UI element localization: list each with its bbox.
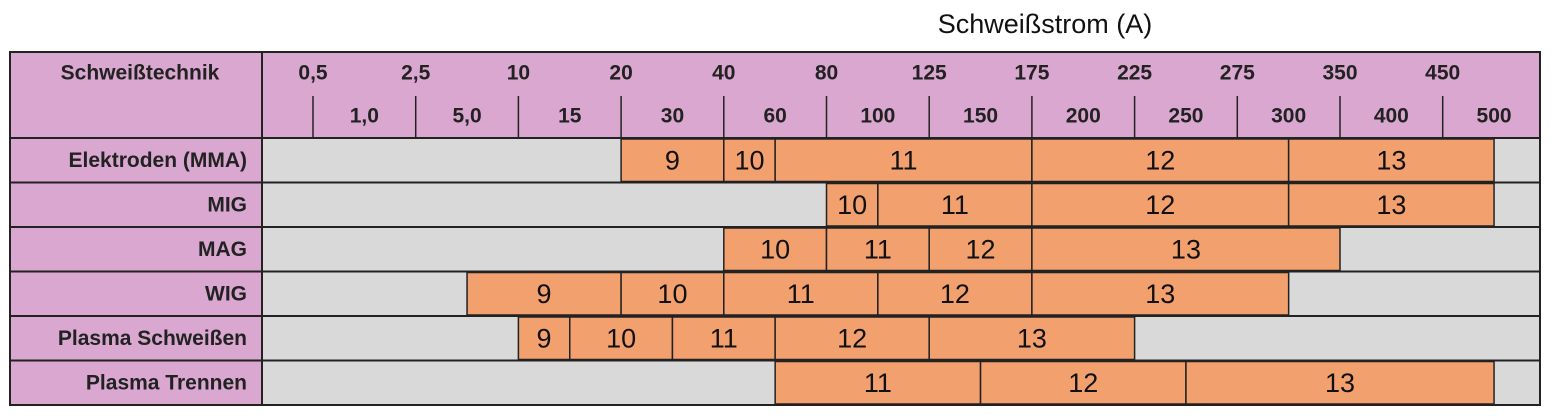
shade-segment <box>1185 360 1495 405</box>
row-label-bg <box>9 359 263 406</box>
shade-segment <box>1031 227 1341 272</box>
shade-label: 11 <box>864 234 892 264</box>
tick-label: 10 <box>507 62 530 85</box>
row-label-bg <box>9 226 263 273</box>
shade-label: 13 <box>1325 368 1355 398</box>
tick-label: 40 <box>712 62 735 85</box>
tick-label: 250 <box>1168 105 1203 128</box>
row-label: Elektroden (MMA) <box>69 149 248 172</box>
row-label: MAG <box>198 238 247 261</box>
shade-segment <box>774 316 930 361</box>
tick-label: 300 <box>1271 105 1306 128</box>
tick-label: 150 <box>963 105 998 128</box>
shade-segment <box>1031 182 1290 227</box>
tick-label: 200 <box>1066 105 1101 128</box>
shade-segment <box>1287 182 1495 227</box>
shade-label: 12 <box>837 323 867 353</box>
shade-label: 10 <box>837 190 867 220</box>
shade-segment <box>1031 138 1290 183</box>
tick-label: 30 <box>661 105 684 128</box>
shade-segment <box>774 360 982 405</box>
tick-label: 100 <box>860 105 895 128</box>
tick-label: 1,0 <box>350 105 379 128</box>
shade-label: 11 <box>710 323 738 353</box>
tick-label: 500 <box>1477 105 1512 128</box>
shade-segment <box>723 271 879 316</box>
shade-label: 11 <box>941 190 969 220</box>
shade-segment <box>928 316 1136 361</box>
shade-segment <box>723 138 776 183</box>
row-label: Plasma Trennen <box>86 371 247 394</box>
column-header: Schweißtechnik <box>61 62 220 85</box>
tick-label: 2,5 <box>401 62 431 85</box>
shade-segment <box>825 182 879 227</box>
shade-label: 12 <box>1145 190 1175 220</box>
shade-label: 13 <box>1171 234 1201 264</box>
row-label: MIG <box>207 193 247 216</box>
tick-label: 80 <box>815 62 838 85</box>
tick-label: 125 <box>912 62 947 85</box>
shade-segment <box>979 360 1187 405</box>
shade-label: 13 <box>1017 323 1047 353</box>
tick-label: 175 <box>1014 62 1049 85</box>
tick-label: 400 <box>1374 105 1409 128</box>
row-label-bg <box>9 315 263 362</box>
shade-label: 10 <box>760 234 790 264</box>
shade-segment <box>825 227 930 272</box>
shade-label: 13 <box>1145 279 1175 309</box>
shade-label: 12 <box>1145 145 1175 175</box>
shade-label: 9 <box>665 145 680 175</box>
tick-label: 275 <box>1220 62 1255 85</box>
shade-label: 9 <box>537 279 552 309</box>
tick-label: 20 <box>609 62 632 85</box>
tick-label: 450 <box>1425 62 1460 85</box>
shade-label: 11 <box>787 279 815 309</box>
header-bg <box>9 51 1541 139</box>
tick-label: 60 <box>763 105 786 128</box>
row-label: WIG <box>205 282 247 305</box>
shade-label: 10 <box>734 145 764 175</box>
tick-label: 350 <box>1322 62 1357 85</box>
shade-label: 10 <box>657 279 687 309</box>
shade-label: 11 <box>864 368 892 398</box>
scale-title: Schweißstrom (A) <box>938 9 1153 39</box>
shade-label: 12 <box>1068 368 1098 398</box>
shade-segment <box>723 227 828 272</box>
tick-label: 0,5 <box>298 62 328 85</box>
shade-segment <box>620 271 725 316</box>
tick-label: 15 <box>558 105 582 128</box>
shade-label: 10 <box>606 323 636 353</box>
shade-segment <box>928 227 1033 272</box>
tick-label: 225 <box>1117 62 1152 85</box>
shade-label: 13 <box>1376 145 1406 175</box>
shade-label: 13 <box>1376 190 1406 220</box>
row-label-bg <box>9 181 263 228</box>
shade-label: 12 <box>966 234 996 264</box>
row-label: Plasma Schweißen <box>58 327 247 350</box>
shade-segment <box>1287 138 1495 183</box>
shade-label: 9 <box>537 323 552 353</box>
shade-label: 11 <box>890 145 918 175</box>
tick-label: 5,0 <box>452 105 481 128</box>
shade-segment <box>877 271 1033 316</box>
shade-label: 12 <box>940 279 970 309</box>
shade-segment <box>1031 271 1290 316</box>
